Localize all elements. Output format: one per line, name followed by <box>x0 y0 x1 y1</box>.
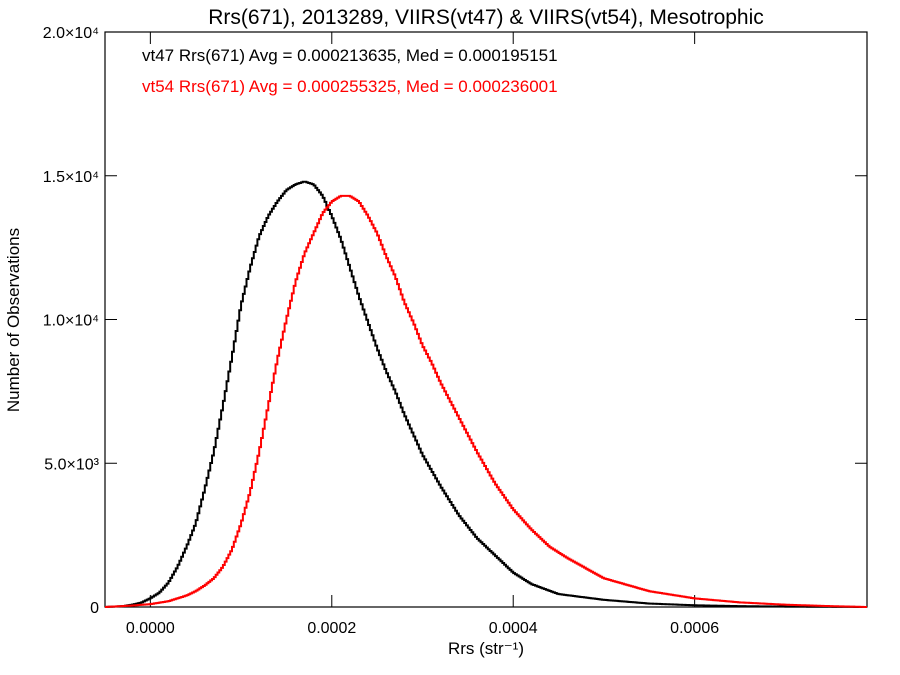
plot-frame <box>104 31 868 608</box>
chart-title: Rrs(671), 2013289, VIIRS(vt47) & VIIRS(v… <box>208 6 764 29</box>
y-tick-label: 2.0×10⁴ <box>43 25 99 42</box>
x-tick-label: 0.0004 <box>489 620 538 637</box>
series-line-vt54 <box>105 194 867 608</box>
series-line-vt47 <box>105 180 867 608</box>
x-axis-label: Rrs (str⁻¹) <box>448 639 524 658</box>
y-tick-label: 5.0×10³ <box>44 456 99 473</box>
annotation-vt54: vt54 Rrs(671) Avg = 0.000255325, Med = 0… <box>142 77 558 96</box>
annotation-vt47: vt47 Rrs(671) Avg = 0.000213635, Med = 0… <box>142 46 558 65</box>
series-layer <box>105 180 867 608</box>
x-tick-label: 0.0002 <box>307 620 356 637</box>
y-tick-label: 1.0×10⁴ <box>43 313 99 330</box>
x-axis-ticks: 0.0000 0.0002 0.0004 0.0006 <box>126 32 719 637</box>
y-tick-label: 1.5×10⁴ <box>43 169 99 186</box>
x-tick-label: 0.0000 <box>126 620 175 637</box>
y-tick-label: 0 <box>90 600 99 617</box>
y-axis-ticks: 0 5.0×10³ 1.0×10⁴ 1.5×10⁴ 2.0×10⁴ <box>43 25 867 617</box>
y-axis-label: Number of Observations <box>4 228 23 412</box>
x-tick-label: 0.0006 <box>670 620 719 637</box>
